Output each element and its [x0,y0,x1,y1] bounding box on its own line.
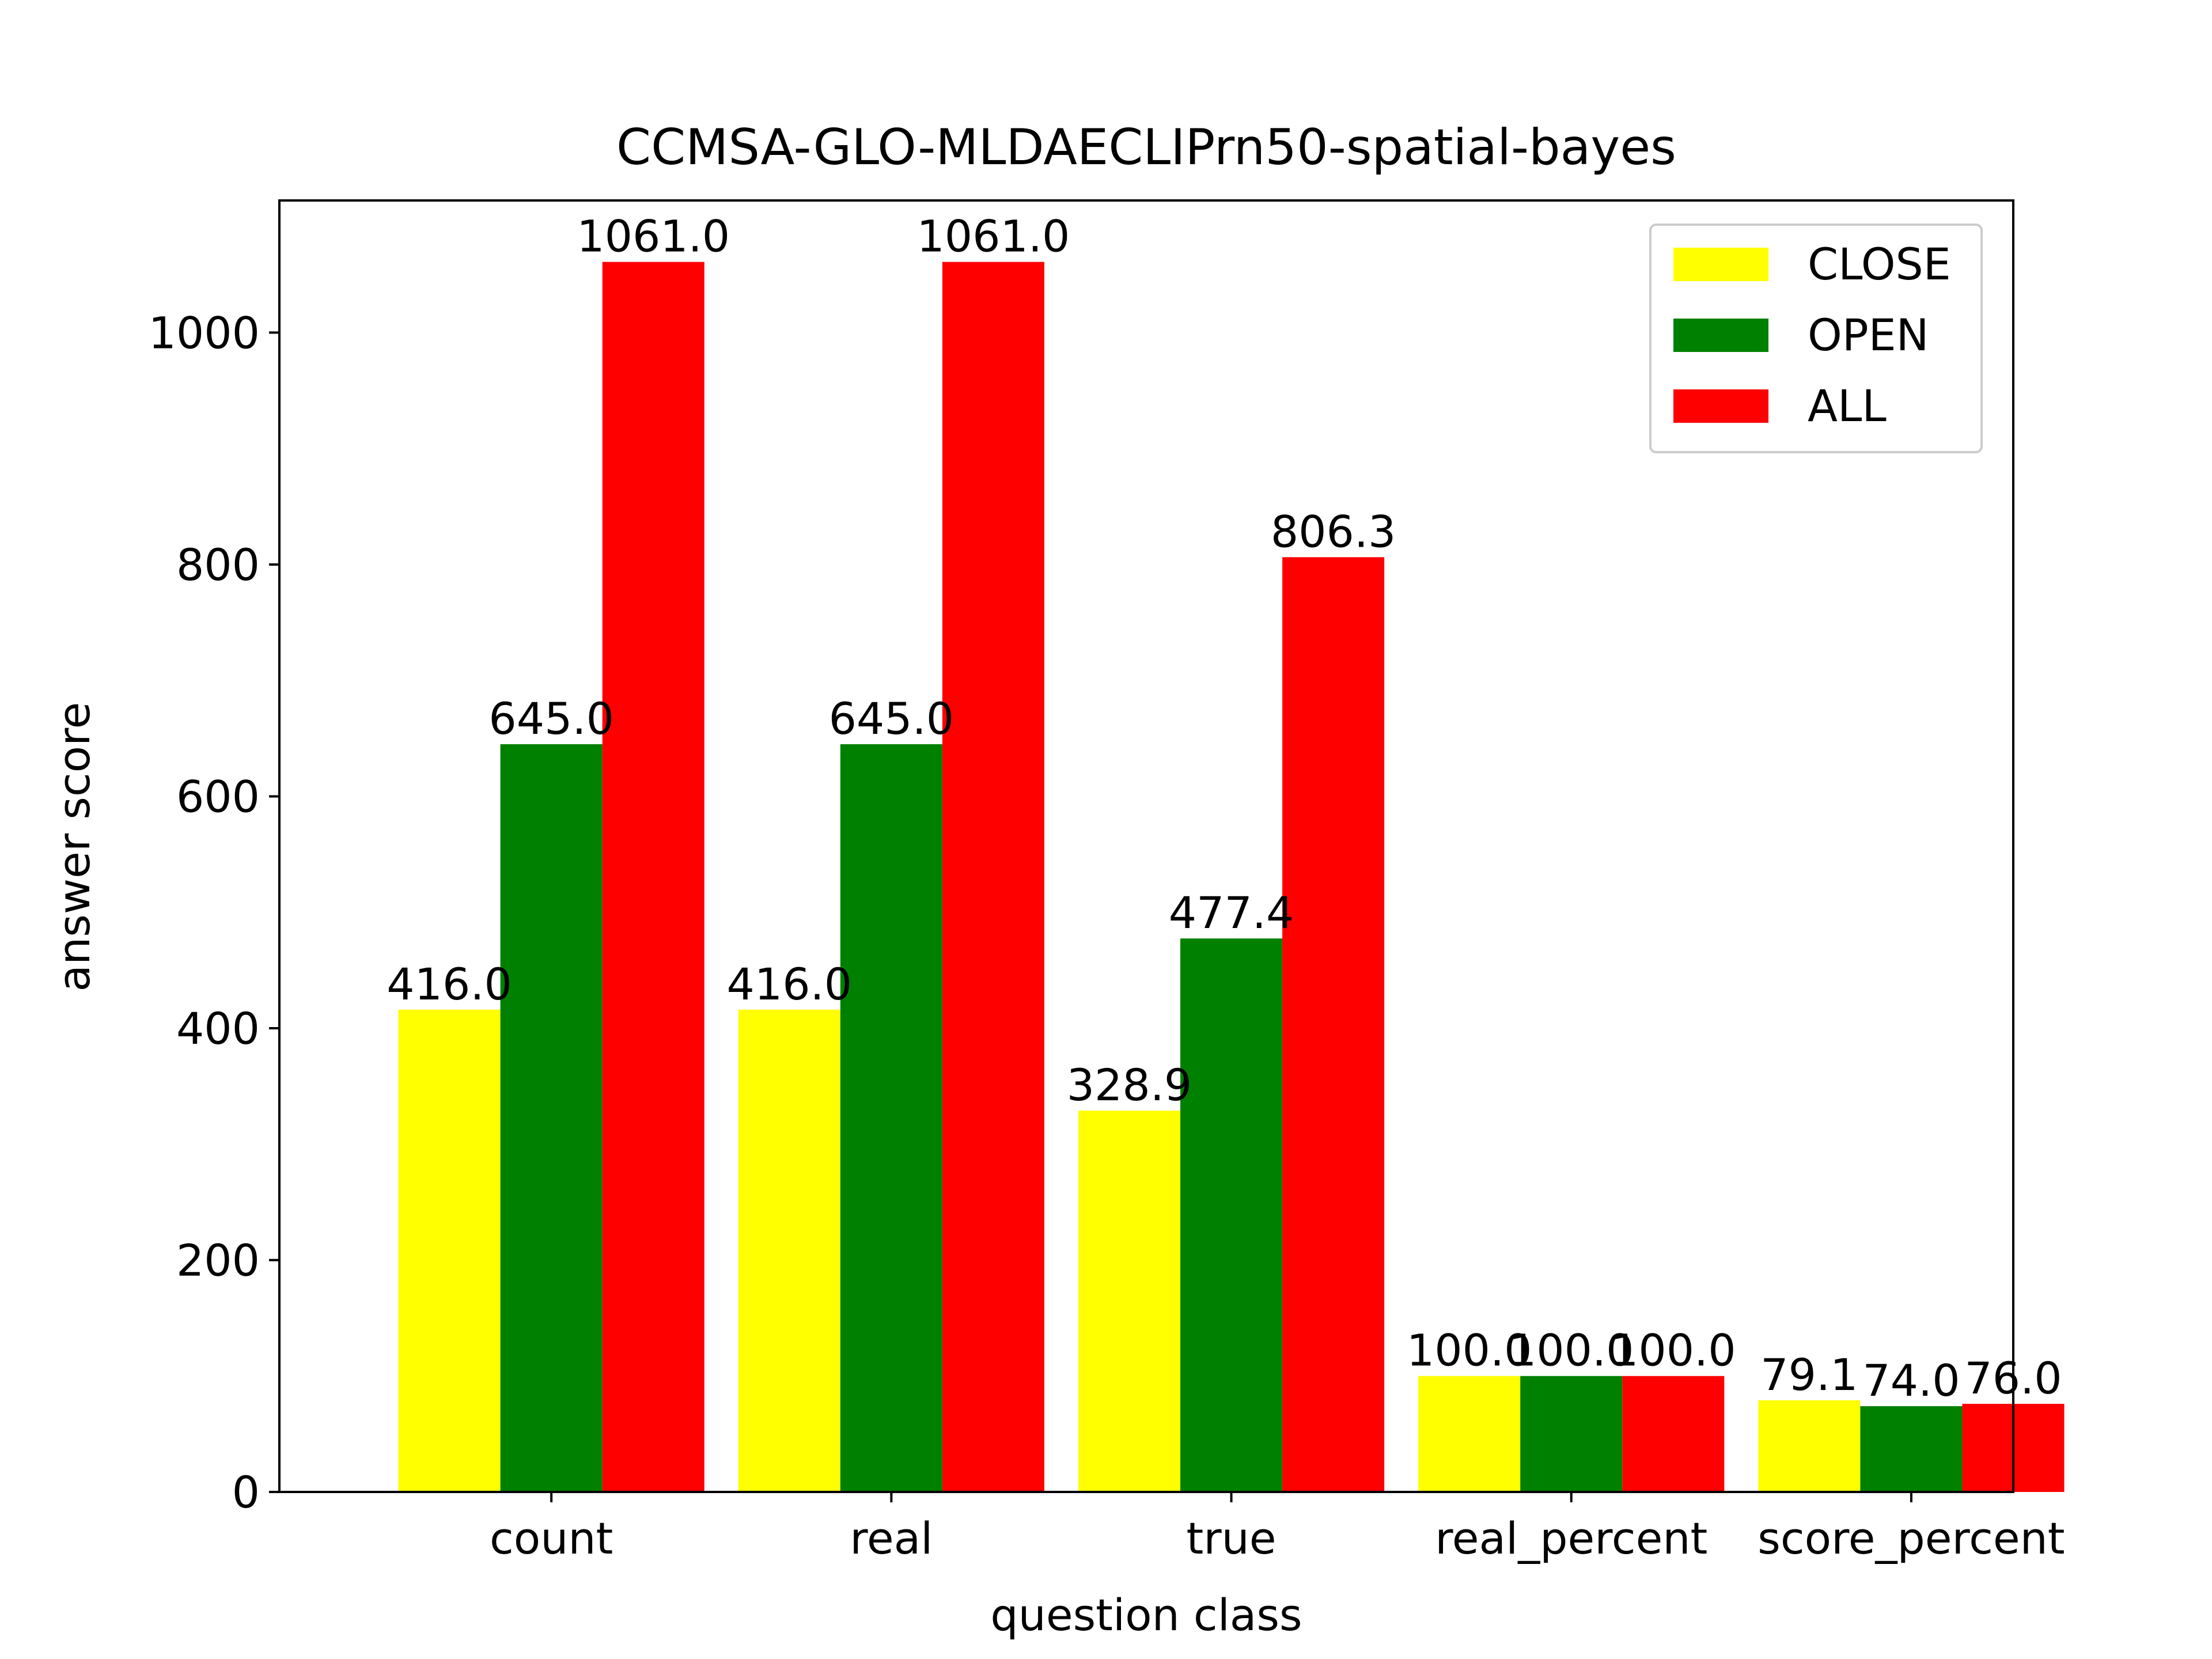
axes-frame [278,199,2014,1493]
bar-open-real-percent [1520,1376,1623,1492]
data-label: 806.3 [1271,506,1396,557]
y-axis-label: answer score [48,702,100,992]
series-open [500,744,1963,1492]
bar-close-count [398,1009,501,1492]
bar-all-real-percent [1622,1376,1725,1492]
y-tick-label: 800 [176,539,260,590]
bar-open-score-percent [1860,1406,1963,1492]
y-tick-label: 400 [176,1003,260,1054]
x-tick-label: score_percent [1758,1513,2065,1564]
data-label: 645.0 [488,693,614,744]
data-label: 645.0 [829,693,955,744]
data-label: 477.4 [1169,887,1294,938]
bar-close-real-percent [1418,1376,1521,1492]
series-close [398,1009,1861,1492]
legend: CLOSE OPEN ALL [1649,224,1983,453]
chart-title: CCMSA-GLO-MLDAECLIPrn50-spatial-bayes [616,119,1676,176]
data-label: 1061.0 [916,211,1070,262]
bar-open-true [1180,938,1283,1492]
legend-swatch-open [1673,319,1768,352]
y-tick-label: 1000 [149,307,260,358]
x-tick-label: real [850,1513,933,1564]
bar-close-score-percent [1758,1400,1861,1492]
data-label: 74.0 [1862,1355,1960,1406]
plot-area: 416.0 416.0 328.9 100.0 79.1 645.0 645.0 477.4 1… [149,199,2065,1564]
legend-swatch-all [1673,389,1768,423]
data-label: 100.0 [1407,1325,1532,1376]
x-axis-label: question class [990,1589,1302,1641]
y-tick-label: 0 [232,1467,260,1518]
bar-close-true [1078,1111,1181,1492]
data-label: 100.0 [1509,1325,1634,1376]
bar-open-real [840,744,942,1492]
legend-label-all: ALL [1808,380,1887,431]
data-label: 1061.0 [577,211,730,262]
y-tick-label: 600 [176,771,260,822]
legend-label-close: CLOSE [1808,238,1951,290]
x-tick-label: real_percent [1435,1513,1707,1564]
bar-all-true [1282,557,1385,1492]
data-label: 100.0 [1611,1325,1736,1376]
bar-open-count [500,744,603,1492]
bar-all-real [942,262,1044,1493]
data-label: 416.0 [387,959,512,1010]
data-label: 328.9 [1067,1059,1192,1111]
data-label: 79.1 [1760,1349,1858,1400]
bar-close-real [738,1009,840,1492]
y-tick-label: 200 [176,1234,260,1286]
x-tick-label: true [1187,1513,1277,1564]
data-label: 416.0 [727,959,853,1010]
x-tick-label: count [490,1513,613,1564]
legend-label-open: OPEN [1808,309,1929,361]
bar-all-count [602,262,704,1493]
legend-swatch-close [1673,248,1768,281]
